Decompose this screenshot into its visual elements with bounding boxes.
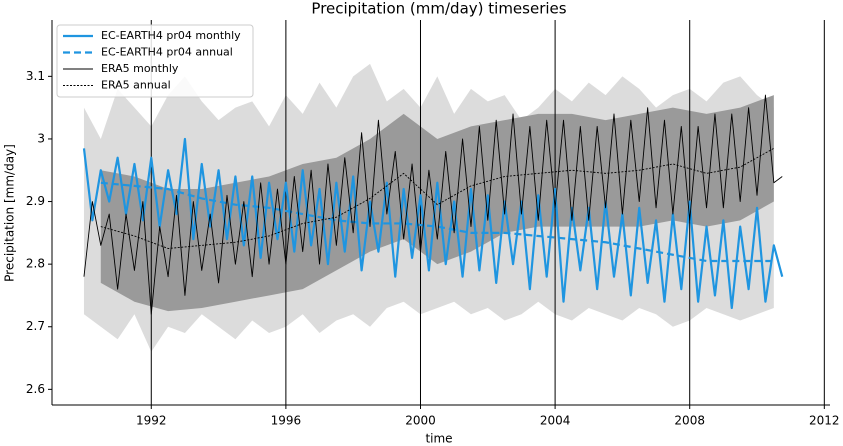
series-line xyxy=(83,94,783,315)
x-axis-label: time xyxy=(425,432,452,446)
chart-title: Precipitation (mm/day) timeseries xyxy=(311,0,566,18)
legend-label: ERA5 annual xyxy=(101,79,171,92)
legend: EC-EARTH4 pr04 monthly EC-EARTH4 pr04 ann… xyxy=(56,24,254,98)
x-tick-label: 2008 xyxy=(674,414,705,428)
x-tick-label: 2000 xyxy=(405,414,436,428)
legend-label: ERA5 monthly xyxy=(101,62,179,75)
x-tick-label: 2012 xyxy=(809,414,840,428)
legend-label: EC-EARTH4 pr04 annual xyxy=(101,46,233,59)
y-tick-label: 2.8 xyxy=(26,257,45,271)
x-tick-label: 1996 xyxy=(271,414,302,428)
legend-label: EC-EARTH4 pr04 monthly xyxy=(101,29,241,42)
y-tick-label: 2.6 xyxy=(26,382,45,396)
y-tick-label: 2.9 xyxy=(26,194,45,208)
y-tick-label: 3.1 xyxy=(26,69,45,83)
x-tick-label: 2004 xyxy=(540,414,571,428)
series-line xyxy=(100,147,775,249)
series-line xyxy=(100,181,774,263)
spread-band xyxy=(100,95,774,312)
legend-box xyxy=(56,24,254,98)
x-tick-label: 1992 xyxy=(136,414,167,428)
y-tick-label: 3 xyxy=(37,131,45,145)
y-axis-label: Precipitation [mm/day] xyxy=(3,144,17,282)
y-tick-label: 2.7 xyxy=(26,319,45,333)
